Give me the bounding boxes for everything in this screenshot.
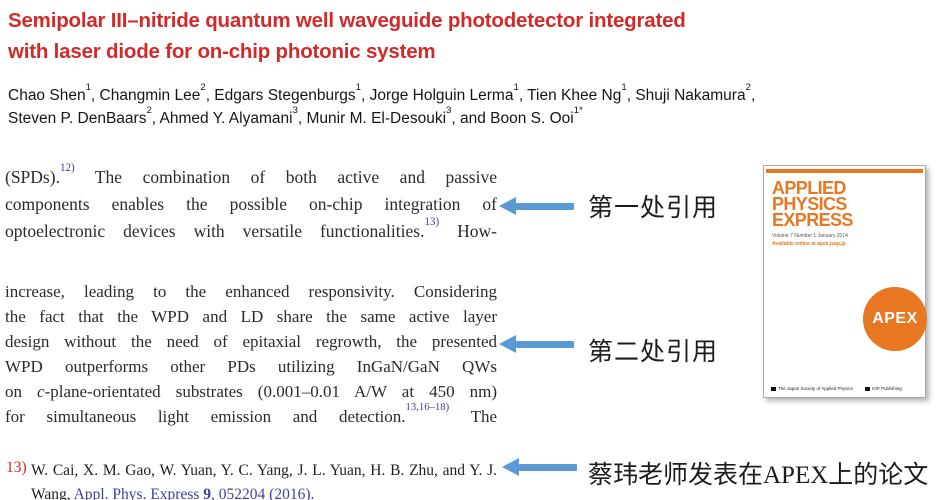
cover-footer-right: IOP Publishing bbox=[865, 386, 902, 391]
jsap-logo-icon bbox=[771, 386, 776, 391]
arrow-shaft bbox=[516, 202, 574, 210]
annotation-label-second-citation: 第二处引用 bbox=[588, 339, 719, 366]
excerpt-paragraph-2: increase, leading to the enhanced respon… bbox=[5, 279, 497, 429]
cover-online-line: Available online at apex.jsap.jp bbox=[772, 241, 846, 247]
excerpt-line: the fact that the WPD and LD share the s… bbox=[5, 307, 497, 326]
cover-footer-left: The Japan Society of Applied Physics bbox=[771, 386, 853, 391]
masthead-line: APPLIED bbox=[772, 178, 846, 198]
excerpt-line: WPD outperforms other PDs utilizing InGa… bbox=[5, 357, 497, 376]
paper-title: Semipolar III–nitride quantum well waveg… bbox=[8, 5, 928, 67]
left-arrow-icon bbox=[499, 335, 516, 353]
excerpt-line: on c-plane-orientated substrates (0.001–… bbox=[5, 382, 498, 401]
iop-logo-icon bbox=[865, 386, 871, 391]
paper-title-line-2: with laser diode for on-chip photonic sy… bbox=[8, 40, 436, 63]
journal-masthead: APPLIED PHYSICS EXPRESS bbox=[772, 178, 925, 230]
excerpt-line: design without the need of epitaxial reg… bbox=[5, 332, 497, 351]
annotation-arrow-reference bbox=[502, 458, 577, 476]
author-list-line-2: Steven P. DenBaars2, Ahmed Y. Alyamani3,… bbox=[8, 104, 583, 127]
reference-number: 13) bbox=[6, 459, 27, 476]
left-arrow-icon bbox=[499, 197, 516, 215]
reference-authors-tail: Wang, bbox=[31, 485, 74, 500]
excerpt-line: (SPDs).12) The combination of both activ… bbox=[5, 161, 497, 187]
masthead-line: PHYSICS bbox=[772, 194, 847, 214]
annotation-label-reference: 蔡玮老师发表在APEX上的论文 bbox=[588, 462, 929, 489]
annotation-arrow-first-citation bbox=[499, 197, 574, 215]
cover-volume-line: Volume 7 Number 1 January 2014 bbox=[772, 233, 848, 239]
cover-footer: The Japan Society of Applied Physics IOP… bbox=[771, 386, 902, 391]
journal-cover-apex: APPLIED PHYSICS EXPRESS Volume 7 Number 1 … bbox=[763, 165, 927, 398]
excerpt-paragraph-1: (SPDs).12) The combination of both activ… bbox=[5, 161, 497, 245]
reference-journal: Appl. Phys. Express bbox=[73, 485, 204, 500]
excerpt-line: optoelectronic devices with versatile fu… bbox=[5, 215, 497, 241]
reference-entry: W. Cai, X. M. Gao, W. Yuan, Y. C. Yang, … bbox=[31, 459, 497, 500]
reference-volume: 9 bbox=[203, 485, 212, 500]
reference-line-2: Wang, Appl. Phys. Express 9, 052204 (201… bbox=[31, 483, 497, 500]
excerpt-line: for simultaneous light emission and dete… bbox=[5, 401, 497, 426]
reference-pages-year: , 052204 (2016). bbox=[211, 485, 315, 500]
reference-line-1: W. Cai, X. M. Gao, W. Yuan, Y. C. Yang, … bbox=[31, 462, 497, 479]
arrow-shaft bbox=[516, 340, 574, 348]
annotation-label-first-citation: 第一处引用 bbox=[588, 195, 719, 222]
left-arrow-icon bbox=[502, 458, 519, 476]
arrow-shaft bbox=[519, 463, 577, 471]
cover-top-bar bbox=[766, 169, 923, 173]
apex-badge: APEX bbox=[863, 287, 927, 351]
author-list-line-1: Chao Shen1, Changmin Lee2, Edgars Stegen… bbox=[8, 81, 756, 104]
excerpt-line: increase, leading to the enhanced respon… bbox=[5, 282, 497, 301]
annotation-arrow-second-citation bbox=[499, 335, 574, 353]
excerpt-line: components enables the possible on-chip … bbox=[5, 194, 497, 214]
iop-label: IOP Publishing bbox=[872, 386, 902, 391]
jsap-label: The Japan Society of Applied Physics bbox=[778, 386, 854, 391]
paper-title-line-1: Semipolar III–nitride quantum well waveg… bbox=[8, 9, 686, 32]
masthead-line: EXPRESS bbox=[772, 210, 853, 230]
author-list: Chao Shen1, Changmin Lee2, Edgars Stegen… bbox=[8, 81, 938, 130]
